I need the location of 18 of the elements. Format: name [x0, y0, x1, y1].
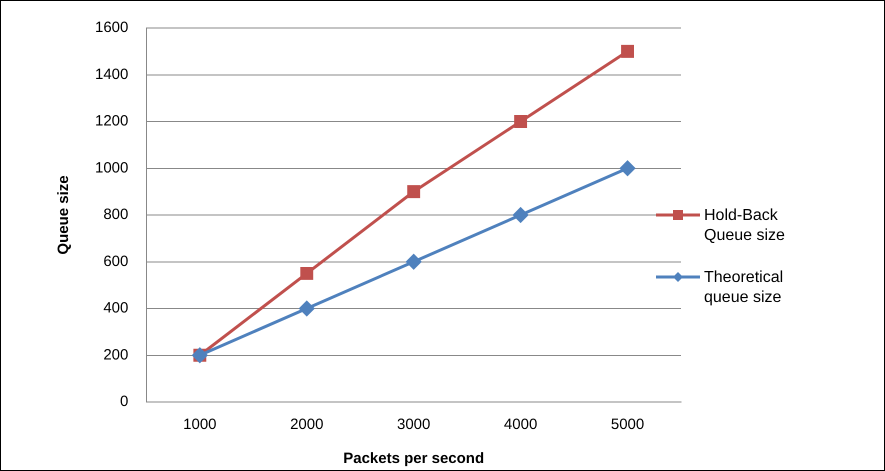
- y-tick-label: 600: [103, 252, 128, 270]
- x-tick-label: 1000: [183, 416, 217, 434]
- y-tick-label: 1000: [94, 159, 128, 176]
- x-tick-label: 2000: [290, 416, 324, 434]
- y-tick-label: 1200: [94, 112, 128, 130]
- y-tick-label: 1400: [94, 66, 128, 83]
- y-axis-title: Queue size: [55, 175, 72, 255]
- legend-label: Theoretical queue size: [704, 268, 784, 308]
- y-tick-label: 1600: [94, 19, 128, 36]
- x-axis-title: Packets per second: [343, 450, 484, 468]
- x-tick-label: 3000: [396, 416, 430, 434]
- y-tick-label: 800: [103, 206, 128, 224]
- x-tick-label: 4000: [504, 416, 538, 434]
- legend-label: Hold-Back Queue size: [704, 206, 786, 246]
- y-tick-label: 0: [120, 393, 128, 410]
- y-tick-label: 200: [103, 346, 128, 364]
- y-tick-label: 400: [103, 300, 128, 317]
- x-tick-label: 5000: [610, 416, 644, 434]
